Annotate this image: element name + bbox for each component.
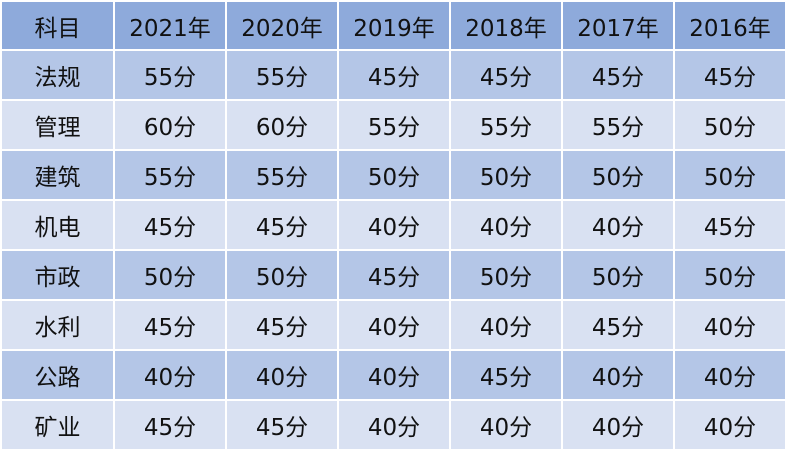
score-cell: 45分 <box>337 249 451 301</box>
subject-cell: 水利 <box>0 299 115 351</box>
header-row: 科目 2021年 2020年 2019年 2018年 2017年 2016年 <box>0 0 787 51</box>
table-row: 建筑 55分 55分 50分 50分 50分 50分 <box>0 149 787 201</box>
score-cell: 60分 <box>113 99 227 151</box>
score-cell: 40分 <box>337 399 451 451</box>
table-row: 水利 45分 45分 40分 40分 45分 40分 <box>0 299 787 351</box>
score-cell: 45分 <box>673 199 787 251</box>
score-cell: 45分 <box>561 299 675 351</box>
score-cell: 45分 <box>449 349 563 401</box>
score-cell: 40分 <box>337 349 451 401</box>
score-cell: 40分 <box>337 199 451 251</box>
year-header: 2020年 <box>225 0 339 51</box>
score-cell: 40分 <box>449 299 563 351</box>
table-row: 矿业 45分 45分 40分 40分 40分 40分 <box>0 399 787 451</box>
subject-cell: 机电 <box>0 199 115 251</box>
score-cell: 50分 <box>673 149 787 201</box>
score-cell: 55分 <box>225 149 339 201</box>
score-cell: 45分 <box>113 399 227 451</box>
score-cell: 45分 <box>449 49 563 101</box>
table-row: 市政 50分 50分 45分 50分 50分 50分 <box>0 249 787 301</box>
score-cell: 50分 <box>449 149 563 201</box>
table-row: 公路 40分 40分 40分 45分 40分 40分 <box>0 349 787 401</box>
subject-cell: 建筑 <box>0 149 115 201</box>
score-cell: 40分 <box>673 349 787 401</box>
table-row: 机电 45分 45分 40分 40分 40分 45分 <box>0 199 787 251</box>
score-cell: 50分 <box>225 249 339 301</box>
score-cell: 55分 <box>225 49 339 101</box>
score-cell: 45分 <box>561 49 675 101</box>
score-cell: 50分 <box>449 249 563 301</box>
score-cell: 40分 <box>113 349 227 401</box>
score-cell: 45分 <box>225 399 339 451</box>
subject-cell: 管理 <box>0 99 115 151</box>
subject-cell: 法规 <box>0 49 115 101</box>
score-cell: 45分 <box>225 199 339 251</box>
score-cell: 45分 <box>113 299 227 351</box>
table-row: 管理 60分 60分 55分 55分 55分 50分 <box>0 99 787 151</box>
score-cell: 55分 <box>113 149 227 201</box>
score-cell: 40分 <box>337 299 451 351</box>
table-row: 法规 55分 55分 45分 45分 45分 45分 <box>0 49 787 101</box>
score-cell: 40分 <box>673 399 787 451</box>
subject-cell: 公路 <box>0 349 115 401</box>
subject-cell: 市政 <box>0 249 115 301</box>
subject-header: 科目 <box>0 0 115 51</box>
year-header: 2021年 <box>113 0 227 51</box>
score-cell: 40分 <box>225 349 339 401</box>
score-cell: 50分 <box>113 249 227 301</box>
year-header: 2018年 <box>449 0 563 51</box>
score-cell: 50分 <box>673 99 787 151</box>
score-cell: 55分 <box>337 99 451 151</box>
score-cell: 45分 <box>113 199 227 251</box>
score-cell: 45分 <box>225 299 339 351</box>
score-cell: 55分 <box>113 49 227 101</box>
score-cell: 50分 <box>673 249 787 301</box>
score-cell: 50分 <box>337 149 451 201</box>
score-cell: 55分 <box>561 99 675 151</box>
score-cell: 40分 <box>561 199 675 251</box>
score-cell: 45分 <box>673 49 787 101</box>
score-cell: 40分 <box>561 399 675 451</box>
year-header: 2019年 <box>337 0 451 51</box>
score-cell: 50分 <box>561 149 675 201</box>
subject-cell: 矿业 <box>0 399 115 451</box>
score-cell: 55分 <box>449 99 563 151</box>
year-header: 2017年 <box>561 0 675 51</box>
score-cell: 50分 <box>561 249 675 301</box>
score-cell: 40分 <box>449 199 563 251</box>
year-header: 2016年 <box>673 0 787 51</box>
score-cell: 40分 <box>449 399 563 451</box>
score-cell: 45分 <box>337 49 451 101</box>
score-cell: 40分 <box>561 349 675 401</box>
score-cell: 60分 <box>225 99 339 151</box>
score-cell: 40分 <box>673 299 787 351</box>
